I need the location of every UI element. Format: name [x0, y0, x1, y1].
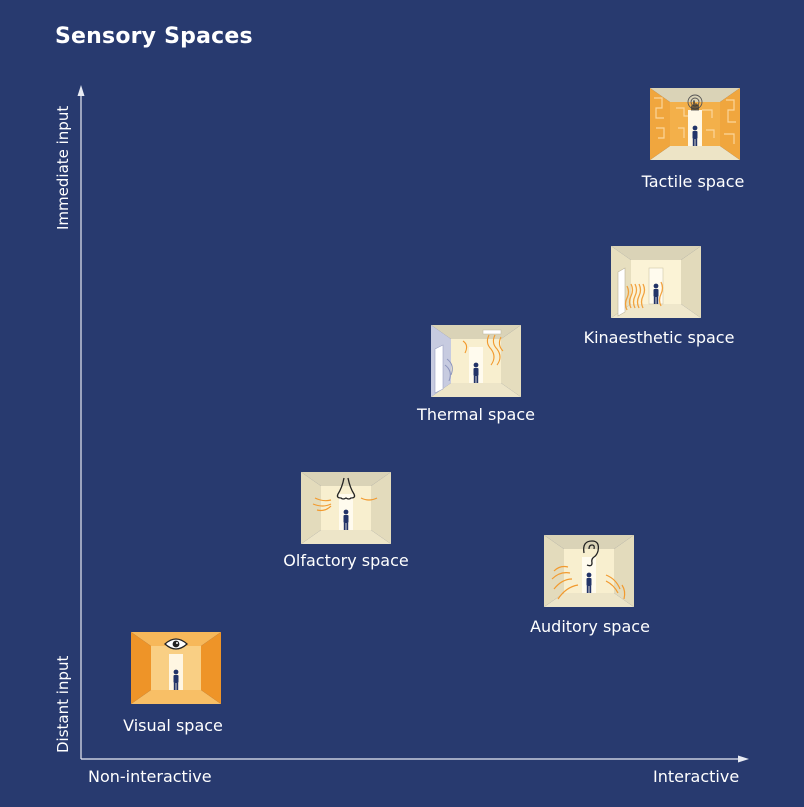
hand-touch-icon	[687, 94, 703, 111]
kinaesthetic-room-illustration	[611, 246, 701, 318]
auditory-room-illustration	[544, 535, 634, 607]
x-axis-label-right: Interactive	[653, 767, 740, 786]
auditory-space-label: Auditory space	[530, 617, 650, 636]
tactile-room-illustration	[650, 88, 740, 160]
person-figure-icon	[173, 669, 179, 690]
olfactory-space-label: Olfactory space	[283, 551, 409, 570]
olfactory-room-illustration	[301, 472, 391, 544]
page-title: Sensory Spaces	[55, 24, 253, 49]
heat-waves-icon	[462, 334, 504, 366]
ear-icon	[583, 540, 600, 567]
visual-room-illustration	[131, 632, 221, 704]
x-axis-arrowhead	[738, 755, 749, 763]
thermal-room-illustration	[431, 325, 521, 397]
person-figure-icon	[653, 283, 659, 304]
x-axis-label-left: Non-interactive	[88, 767, 212, 786]
y-axis-arrowhead	[77, 85, 85, 96]
person-figure-icon	[473, 362, 479, 383]
y-axis-label-bottom: Distant input	[54, 655, 72, 753]
person-figure-icon	[343, 509, 349, 530]
y-axis-label-top: Immediate input	[54, 105, 72, 230]
eye-icon	[164, 638, 188, 650]
nose-icon	[336, 477, 356, 500]
person-figure-icon	[692, 125, 698, 146]
person-figure-icon	[586, 572, 592, 593]
tactile-space-label: Tactile space	[641, 172, 745, 191]
visual-space-label: Visual space	[123, 716, 223, 735]
kinaesthetic-space-label: Kinaesthetic space	[583, 328, 735, 347]
thermal-space-label: Thermal space	[417, 405, 535, 424]
